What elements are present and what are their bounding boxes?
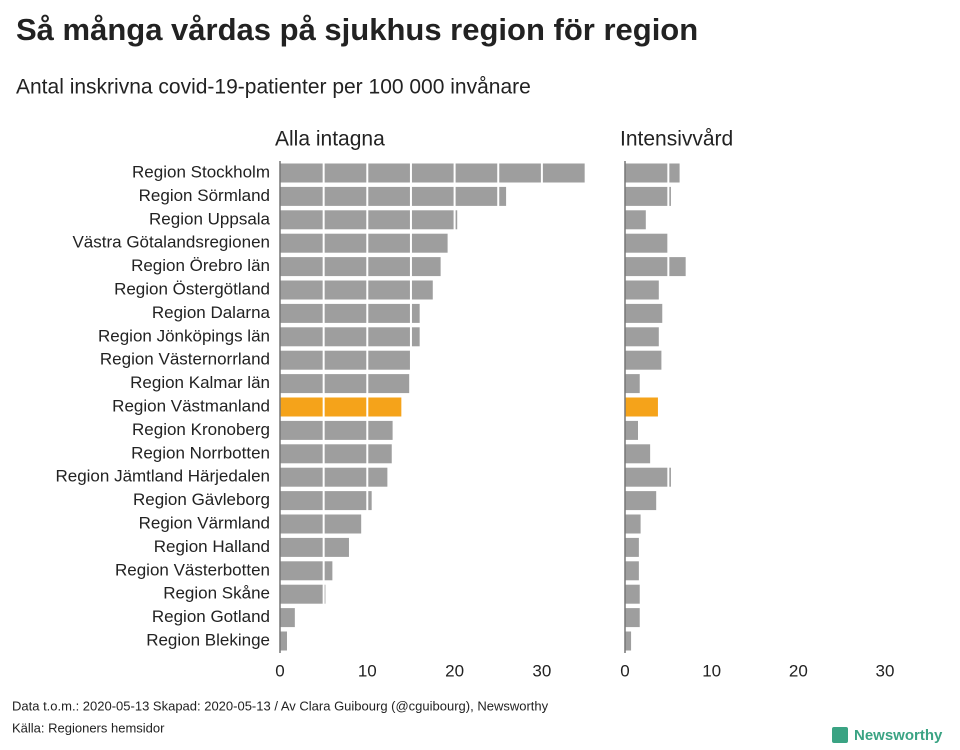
category-label: Västra Götalandsregionen [72,233,270,252]
bar [625,280,659,300]
bar [625,303,663,323]
category-label: Region Blekinge [146,630,270,649]
category-label: Region Gävleborg [133,490,270,509]
bar [625,561,639,581]
bar [625,257,686,277]
bar [625,608,640,628]
bar [625,233,669,253]
bar [280,444,392,464]
bar [280,303,420,323]
bar [280,163,585,183]
bar [280,584,326,604]
bar [625,397,658,417]
bar [280,327,420,347]
x-tick-label: 20 [789,661,808,680]
bar [625,350,662,370]
category-label: Region Jämtland Härjedalen [55,467,270,486]
footer-line: Data t.o.m.: 2020-05-13 Skapad: 2020-05-… [12,698,549,713]
category-label: Region Kalmar län [130,373,270,392]
bar [280,397,402,417]
category-label: Region Sörmland [139,186,270,205]
footer-line: Källa: Regioners hemsidor [12,720,165,735]
category-label: Region Dalarna [152,303,271,322]
bar [625,537,639,557]
chart-title: Så många vårdas på sjukhus region för re… [16,12,698,47]
bar [625,210,646,230]
category-label: Region Gotland [152,607,270,626]
bar [280,537,349,557]
bar [280,467,388,487]
category-label: Region Västerbotten [115,560,270,579]
bar [625,163,680,183]
category-label: Region Norrbotten [131,443,270,462]
bar [280,186,507,206]
bar [280,561,333,581]
bar [280,350,411,370]
category-label: Region Västmanland [112,396,270,415]
category-label: Region Värmland [139,513,270,532]
bar [280,631,287,651]
bar [625,420,638,440]
bar [280,374,410,394]
bar [625,186,671,206]
bar [625,327,659,347]
bar [280,210,458,230]
x-tick-label: 10 [702,661,721,680]
brand-logo [832,727,848,743]
bar [625,514,641,534]
bar [625,467,671,487]
x-tick-label: 0 [275,661,284,680]
bar [625,444,651,464]
category-label: Region Uppsala [149,209,271,228]
bar [625,584,640,604]
bar [280,491,372,511]
category-label: Region Örebro län [131,256,270,275]
x-tick-label: 30 [532,661,551,680]
bar [280,420,393,440]
bar [280,280,433,300]
bar [625,631,632,651]
panel-title: Alla intagna [275,128,385,151]
x-tick-label: 0 [620,661,629,680]
bar [280,608,295,628]
bar [280,233,448,253]
category-label: Region Kronoberg [132,420,270,439]
x-tick-label: 30 [876,661,895,680]
subtitle: Antal inskrivna covid-19-patienter per 1… [16,76,531,99]
bar [280,514,362,534]
bar [280,257,441,277]
category-label: Region Östergötland [114,279,270,298]
category-label: Region Halland [154,537,270,556]
bar [625,491,657,511]
category-label: Region Skåne [163,584,270,603]
x-tick-label: 20 [445,661,464,680]
x-tick-label: 10 [358,661,377,680]
category-label: Region Västernorrland [100,350,270,369]
panel-title: Intensivvård [620,128,733,151]
bar [625,374,640,394]
brand: Newsworthy [854,727,943,744]
category-label: Region Jönköpings län [98,326,270,345]
category-label: Region Stockholm [132,162,270,181]
